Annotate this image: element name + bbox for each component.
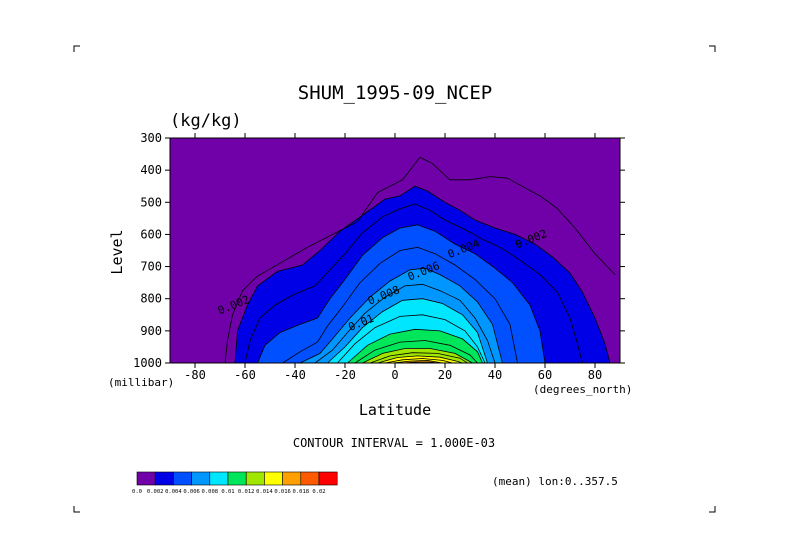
colorbar-label-0: 0.0 xyxy=(132,489,142,495)
contour-line-0 xyxy=(224,156,616,364)
colorbar-label-6: 0.012 xyxy=(238,489,255,495)
y-tick-label-5: 800 xyxy=(140,292,162,306)
contour-line-14 xyxy=(384,358,453,364)
x-units-label: (degrees_north) xyxy=(533,383,632,396)
contour-line-10 xyxy=(354,340,478,364)
x-tick-label-5: 20 xyxy=(438,368,452,382)
y-tick-label-0: 300 xyxy=(140,131,162,145)
colorbar-swatch-10 xyxy=(318,471,338,486)
x-tick-label-4: 0 xyxy=(391,368,398,382)
y-axis-label: Level xyxy=(108,229,126,274)
contour-line-13 xyxy=(377,355,463,364)
colorbar-label-10: 0.02 xyxy=(312,489,325,495)
y-tick-label-3: 600 xyxy=(140,227,162,241)
colorbar-swatch-7 xyxy=(264,471,283,486)
colorbar-swatch-1 xyxy=(154,471,174,486)
colorbar-swatch-8 xyxy=(282,471,302,486)
x-tick-label-8: 80 xyxy=(588,368,602,382)
colorbar-label-1: 0.002 xyxy=(147,489,164,495)
colorbar-swatch-4 xyxy=(209,471,229,486)
colorbar-label-9: 0.018 xyxy=(293,489,310,495)
colorbar-label-4: 0.008 xyxy=(202,489,219,495)
corner-marks xyxy=(73,45,716,513)
contour-line-2 xyxy=(244,203,583,364)
contour-fills xyxy=(170,138,620,363)
colorbar-label-2: 0.004 xyxy=(165,489,182,495)
x-tick-label-0: -80 xyxy=(184,368,206,382)
chart-title: SHUM_1995-09_NCEP xyxy=(298,82,492,104)
y-units-label: (millibar) xyxy=(108,376,174,389)
colorbar-swatch-3 xyxy=(191,471,211,486)
contour-line-11 xyxy=(362,348,473,364)
contour-line-3 xyxy=(257,224,546,364)
contour-interval-text: CONTOUR INTERVAL = 1.000E-03 xyxy=(293,436,495,450)
colorbar-label-5: 0.01 xyxy=(221,489,234,495)
x-tick-label-1: -60 xyxy=(234,368,256,382)
contour-line-7 xyxy=(327,298,488,364)
units-label: (kg/kg) xyxy=(170,111,242,131)
colorbar-label-7: 0.014 xyxy=(256,489,273,495)
colorbar-swatch-5 xyxy=(227,471,247,486)
contour-line-5 xyxy=(299,267,503,364)
colorbar-swatch-0 xyxy=(136,471,156,486)
contour-line-9 xyxy=(347,328,483,364)
colorbar: 0.0 0.002 0.004 0.006 0.008 0.01 0.012 0.014 0.0… xyxy=(132,471,338,495)
contour-line-12 xyxy=(369,352,468,364)
x-axis-ticks: -80 -60 -40 -20 0 20 40 60 80 xyxy=(184,133,602,382)
y-tick-label-4: 700 xyxy=(140,260,162,274)
x-tick-label-6: 40 xyxy=(488,368,502,382)
y-tick-label-1: 400 xyxy=(140,163,162,177)
x-tick-label-2: -40 xyxy=(284,368,306,382)
colorbar-swatch-6 xyxy=(245,471,265,486)
contour-line-15 xyxy=(392,359,443,364)
y-tick-label-6: 900 xyxy=(140,324,162,338)
contour-line-8 xyxy=(337,314,486,364)
y-tick-label-7: 1000 xyxy=(133,356,162,370)
colorbar-swatch-9 xyxy=(300,471,320,486)
mean-annotation: (mean) lon:0..357.5 xyxy=(492,475,618,488)
contour-line-6 xyxy=(314,283,496,364)
x-tick-label-3: -20 xyxy=(334,368,356,382)
colorbar-swatch-2 xyxy=(173,471,192,486)
colorbar-label-8: 0.016 xyxy=(274,489,291,495)
contour-lines xyxy=(224,156,616,364)
y-axis-ticks: 300 400 500 600 700 800 900 1000 xyxy=(133,131,625,370)
y-tick-label-2: 500 xyxy=(140,195,162,209)
contour-line-1 xyxy=(234,185,611,364)
x-tick-label-7: 60 xyxy=(538,368,552,382)
colorbar-label-3: 0.006 xyxy=(183,489,200,495)
contour-line-4 xyxy=(282,246,518,364)
x-axis-label: Latitude xyxy=(359,401,431,419)
